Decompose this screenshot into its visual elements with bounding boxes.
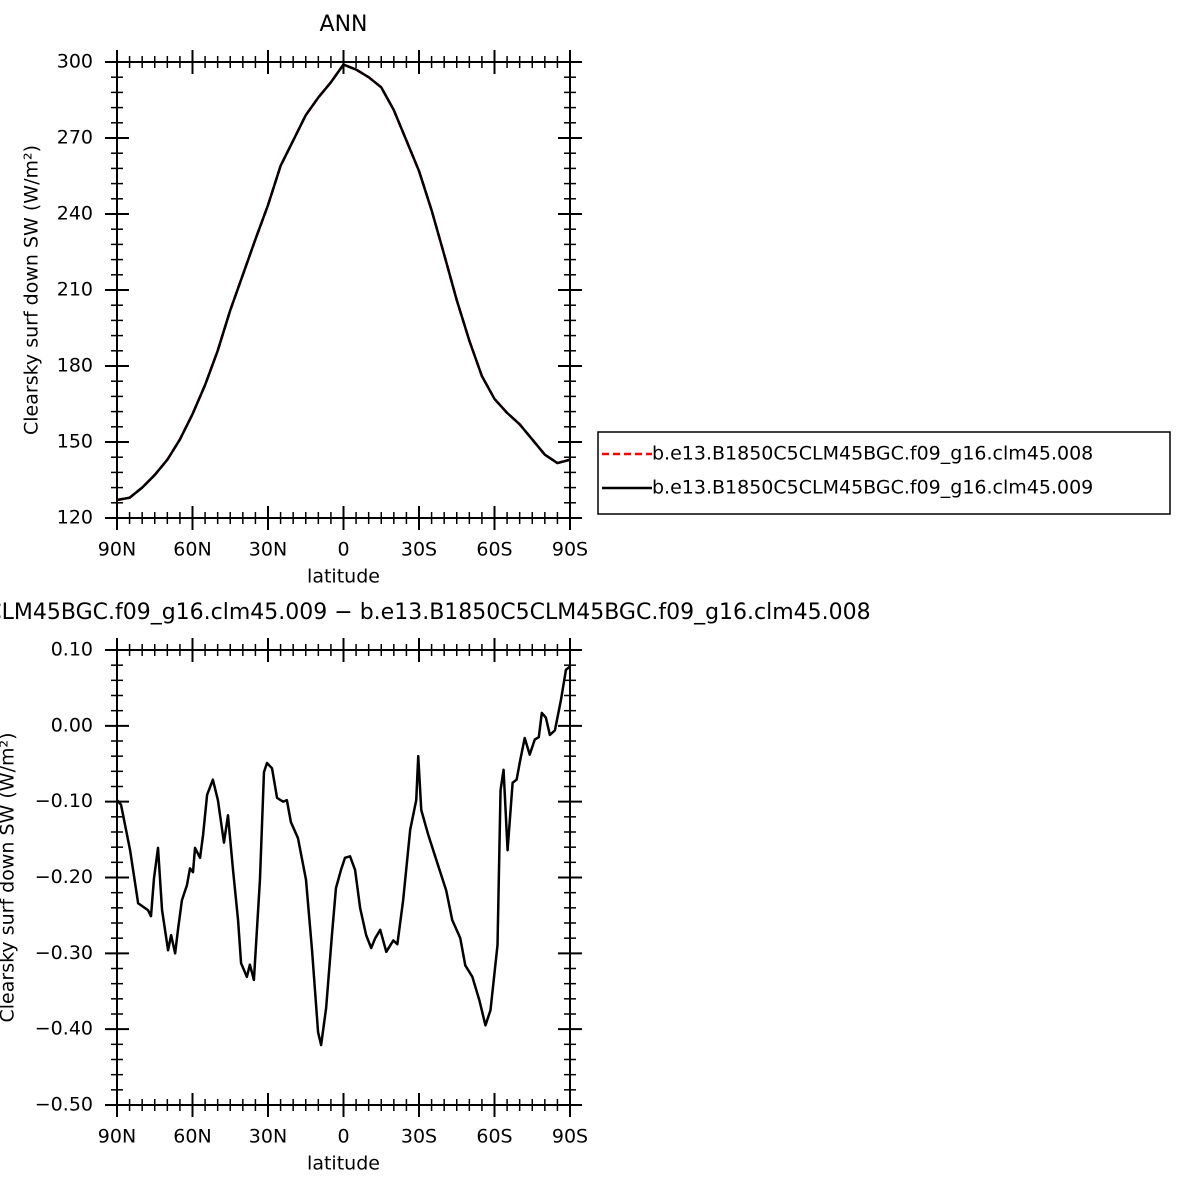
legend-label: b.e13.B1850C5CLM45BGC.f09_g16.clm45.009 [652, 477, 1093, 499]
y-tick-label: −0.40 [35, 1018, 93, 1040]
x-tick-label: 30N [249, 1126, 287, 1148]
line [116, 63, 571, 502]
plot-frame [116, 649, 571, 1106]
x-axis-label: latitude [307, 566, 380, 588]
x-tick-label: 90S [552, 1126, 588, 1148]
chart-title: ANN [320, 12, 368, 37]
y-tick-label: 180 [57, 355, 93, 377]
x-tick-label: 0 [337, 539, 349, 561]
y-axis-label: Clearsky surf down SW (W/m²) [0, 732, 19, 1022]
x-axis-label: latitude [307, 1153, 380, 1175]
y-tick-label: 0.10 [51, 639, 93, 661]
x-tick-label: 30N [249, 539, 287, 561]
x-tick-label: 60S [476, 539, 512, 561]
x-tick-label: 60S [476, 1126, 512, 1148]
x-tick-label: 30S [401, 1126, 437, 1148]
y-tick-label: −0.10 [35, 790, 93, 812]
line [116, 665, 571, 1047]
y-tick-label: 0.00 [51, 714, 93, 736]
y-tick-label: 300 [57, 51, 93, 73]
x-tick-label: 90S [552, 539, 588, 561]
y-tick-label: −0.30 [35, 942, 93, 964]
y-tick-label: 120 [57, 507, 93, 529]
y-tick-label: −0.50 [35, 1094, 93, 1116]
legend-label: b.e13.B1850C5CLM45BGC.f09_g16.clm45.008 [652, 443, 1093, 465]
x-tick-label: 90N [98, 539, 136, 561]
chart-title: b.e13.B1850C5CLM45BGC.f09_g16.clm45.009 … [0, 600, 871, 625]
x-tick-label: 90N [98, 1126, 136, 1148]
y-tick-label: 210 [57, 279, 93, 301]
x-tick-label: 0 [337, 1126, 349, 1148]
x-tick-label: 30S [401, 539, 437, 561]
y-tick-label: −0.20 [35, 866, 93, 888]
y-tick-label: 240 [57, 203, 93, 225]
plot-frame [116, 61, 571, 519]
y-tick-label: 270 [57, 127, 93, 149]
y-tick-label: 150 [57, 431, 93, 453]
line [116, 63, 571, 502]
x-tick-label: 60N [173, 539, 211, 561]
y-axis-label: Clearsky surf down SW (W/m²) [21, 145, 43, 435]
x-tick-label: 60N [173, 1126, 211, 1148]
legend-box [597, 431, 1171, 515]
